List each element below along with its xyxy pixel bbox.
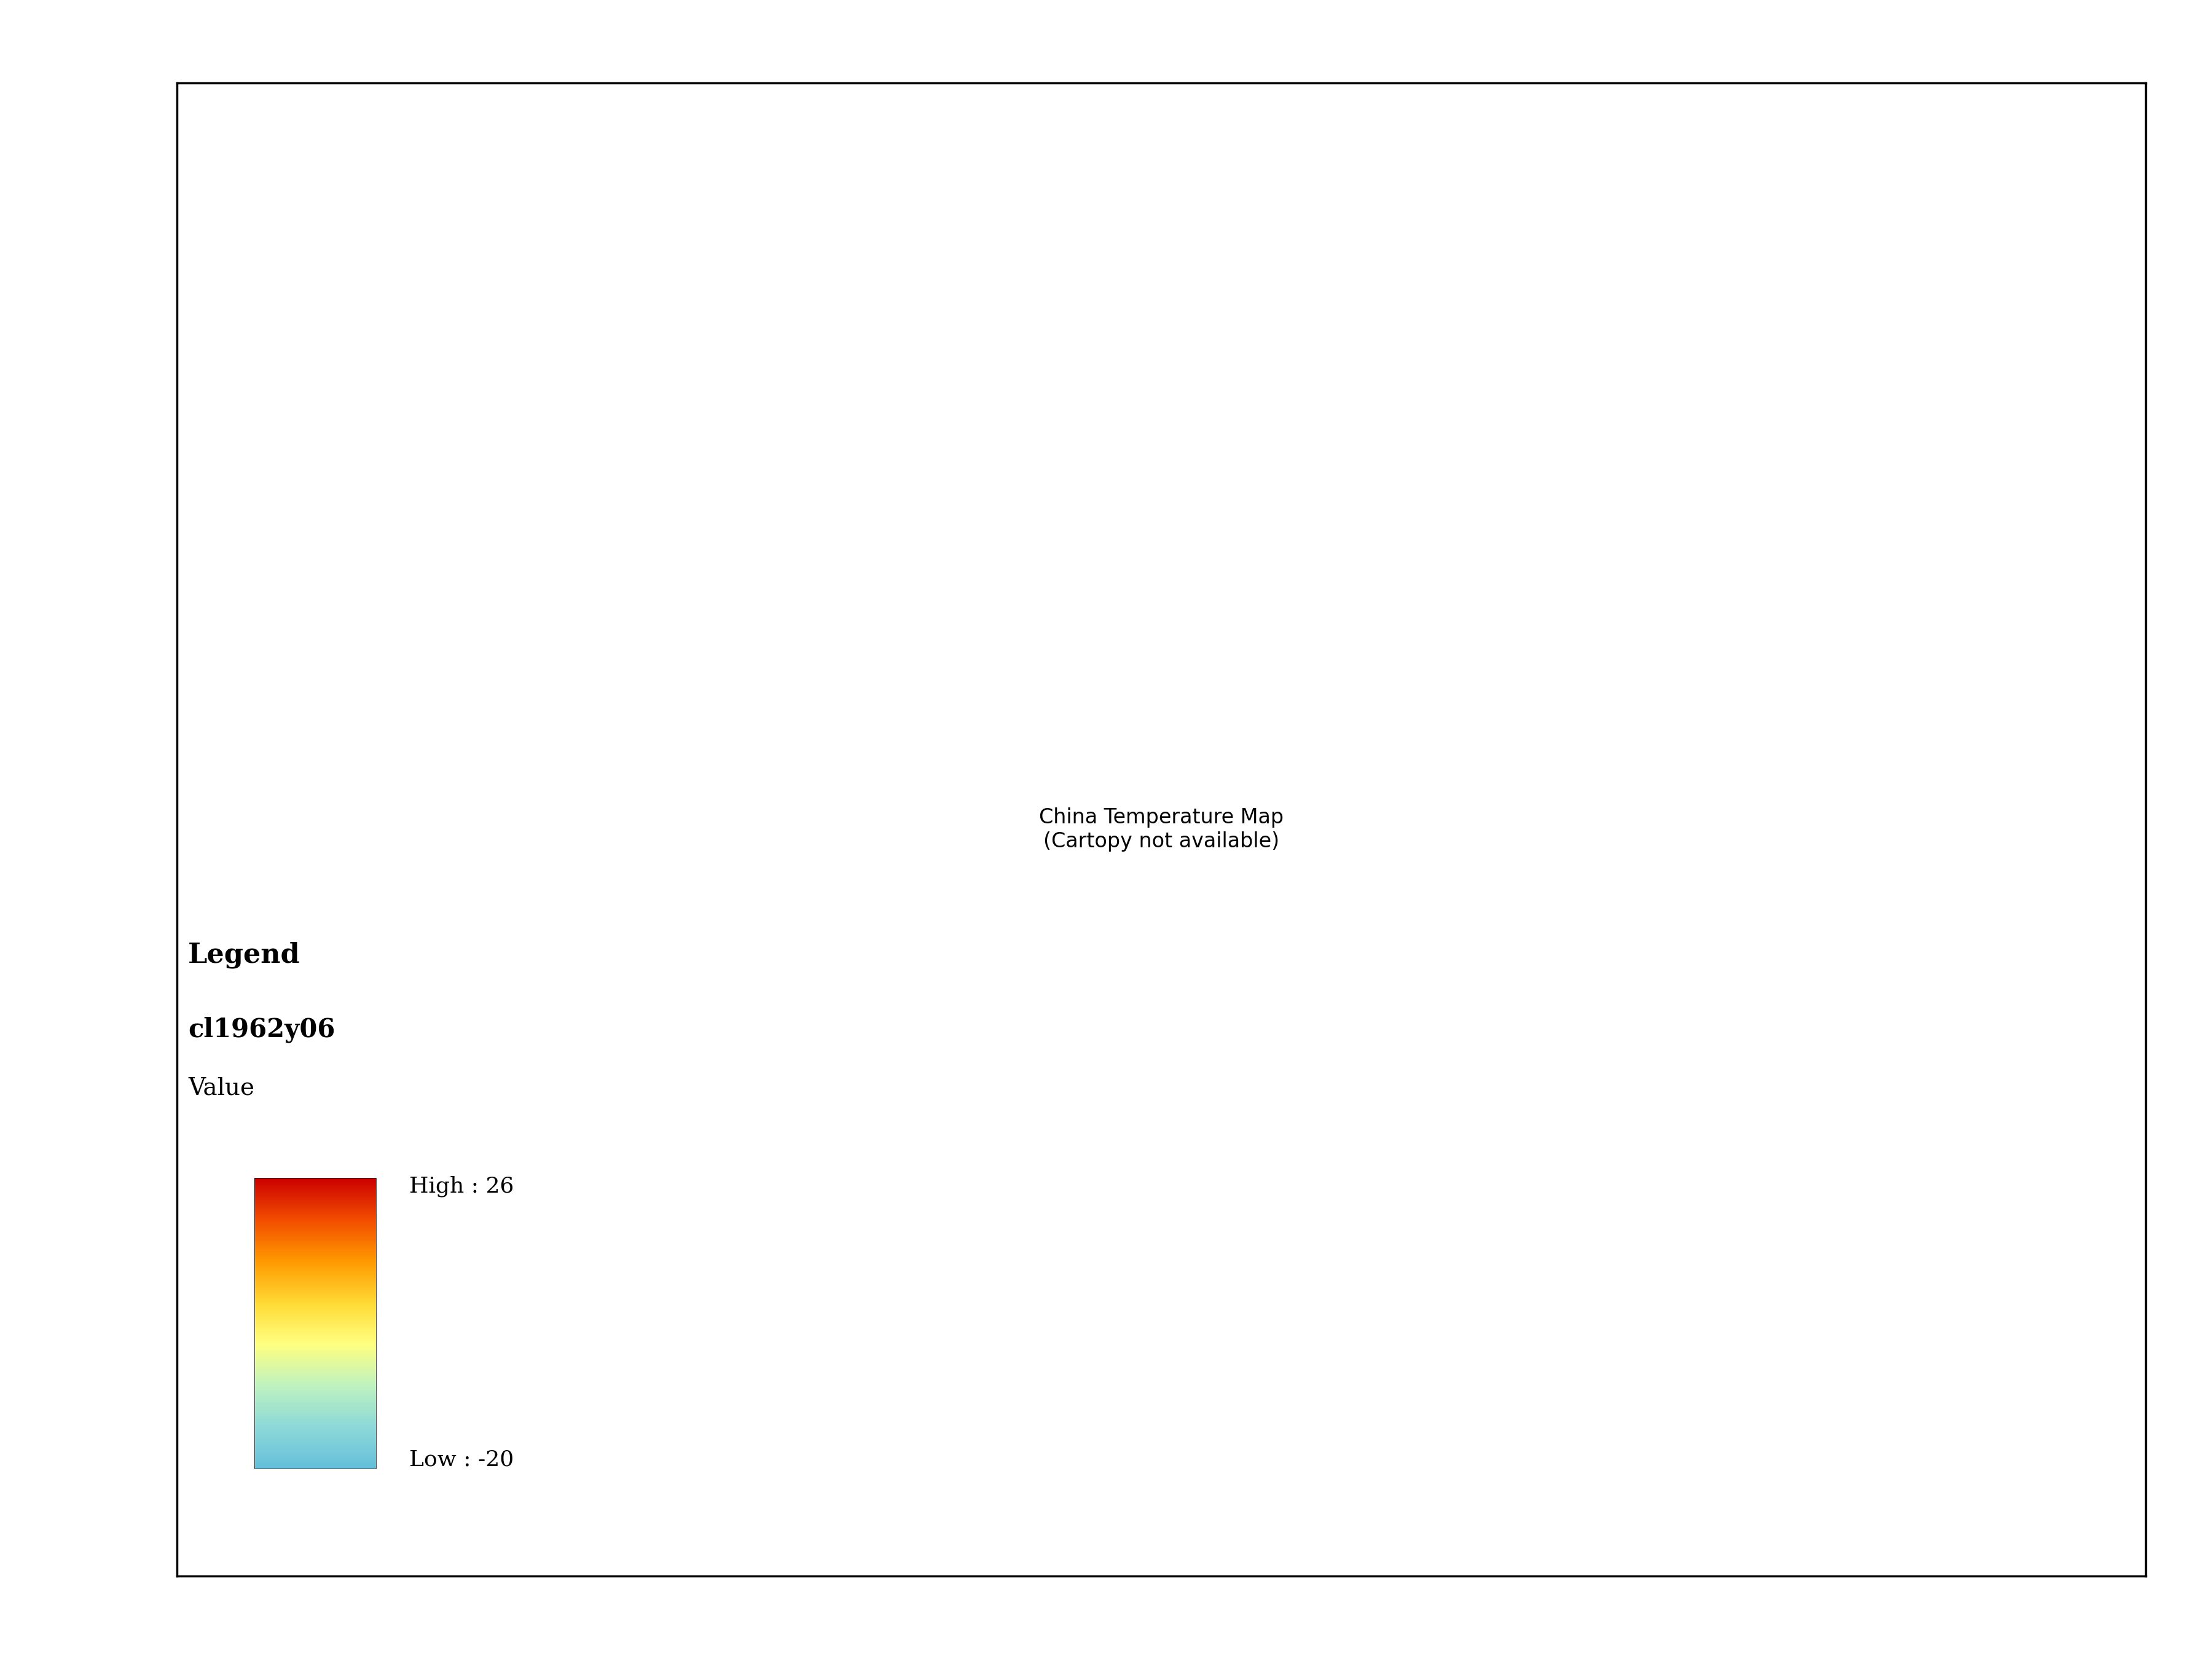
Text: Low : -20: Low : -20 (409, 1450, 513, 1470)
Text: Value: Value (188, 1077, 254, 1100)
Text: cl1962y06: cl1962y06 (188, 1017, 334, 1044)
Text: High : 26: High : 26 (409, 1176, 513, 1196)
Text: Legend: Legend (188, 941, 301, 969)
Text: China Temperature Map
(Cartopy not available): China Temperature Map (Cartopy not avail… (1040, 808, 1283, 851)
